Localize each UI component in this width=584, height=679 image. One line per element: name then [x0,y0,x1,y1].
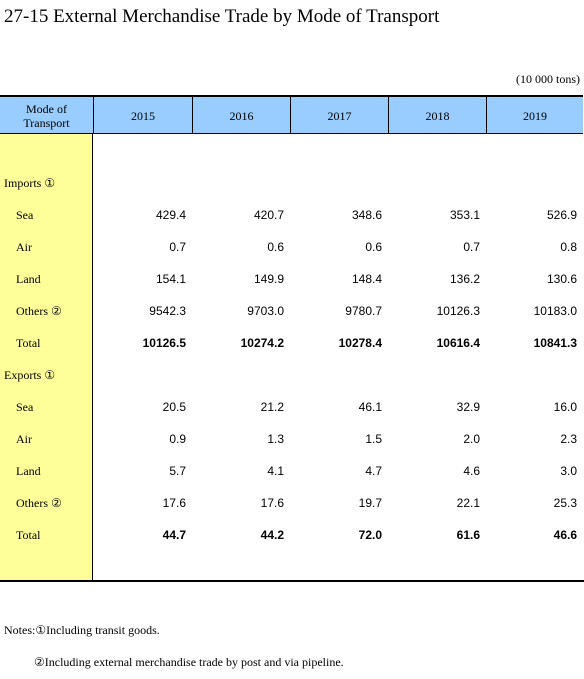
cell: 130.6 [546,272,577,286]
row-label: Sea [16,400,34,414]
header-row: Mode of Transport 2015 2016 2017 2018 2019 [0,95,583,134]
corner-header: Mode of Transport [23,101,70,130]
row-label: Air [16,432,32,446]
cell: 10126.3 [436,304,480,318]
cell: 44.7 [162,528,186,542]
cell: 19.7 [358,496,382,510]
note: ②Including external merchandise trade by… [34,655,344,669]
column-header: 2019 [486,97,583,134]
cell: 17.6 [260,496,284,510]
cell: 526.9 [546,208,577,222]
cell: 2.3 [560,432,577,446]
cell: 4.1 [267,464,284,478]
row-label: Total [16,528,41,542]
cell: 0.6 [267,240,284,254]
cell: 16.0 [553,400,577,414]
cell: 20.5 [162,400,186,414]
section-heading: Imports ① [4,176,56,190]
cell: 420.7 [253,208,284,222]
row-label: Land [16,272,41,286]
column-header: 2018 [388,97,486,134]
cell: 21.2 [260,400,284,414]
column-header: 2017 [290,97,388,134]
cell: 148.4 [351,272,382,286]
cell: 136.2 [449,272,480,286]
cell: 2.0 [463,432,480,446]
cell: 72.0 [358,528,382,542]
cell: 10126.5 [142,336,186,350]
cell: 46.6 [553,528,577,542]
cell: 22.1 [456,496,480,510]
cell: 348.6 [351,208,382,222]
cell: 0.6 [365,240,382,254]
cell: 61.6 [456,528,480,542]
row-label: Land [16,464,41,478]
cell: 9542.3 [149,304,186,318]
column-header: 2015 [93,97,192,134]
row-label: Sea [16,208,34,222]
cell: 3.0 [560,464,577,478]
bottom-rule [0,580,584,582]
row-label: Air [16,240,32,254]
cell: 0.8 [560,240,577,254]
cell: 0.7 [169,240,186,254]
cell: 10616.4 [436,336,480,350]
row-label: Others ② [16,496,62,510]
cell: 25.3 [553,496,577,510]
cell: 1.3 [267,432,284,446]
cell: 5.7 [169,464,186,478]
cell: 9780.7 [345,304,382,318]
cell: 17.6 [162,496,186,510]
row-label: Total [16,336,41,350]
unit: (10 000 tons) [516,72,580,86]
cell: 154.1 [155,272,186,286]
cell: 353.1 [449,208,480,222]
cell: 4.6 [463,464,480,478]
cell: 10841.3 [533,336,577,350]
row-label: Others ② [16,304,62,318]
cell: 429.4 [155,208,186,222]
cell: 0.9 [169,432,186,446]
cell: 32.9 [456,400,480,414]
label-column [0,134,93,580]
cell: 46.1 [358,400,382,414]
cell: 0.7 [463,240,480,254]
column-header: 2016 [192,97,290,134]
section-heading: Exports ① [4,368,56,382]
cell: 4.7 [365,464,382,478]
note: Notes:①Including transit goods. [4,623,160,637]
cell: 9703.0 [247,304,284,318]
cell: 44.2 [260,528,284,542]
cell: 10274.2 [240,336,284,350]
cell: 10183.0 [533,304,577,318]
cell: 149.9 [253,272,284,286]
cell: 10278.4 [338,336,382,350]
title: 27-15 External Merchandise Trade by Mode… [4,6,440,27]
cell: 1.5 [365,432,382,446]
